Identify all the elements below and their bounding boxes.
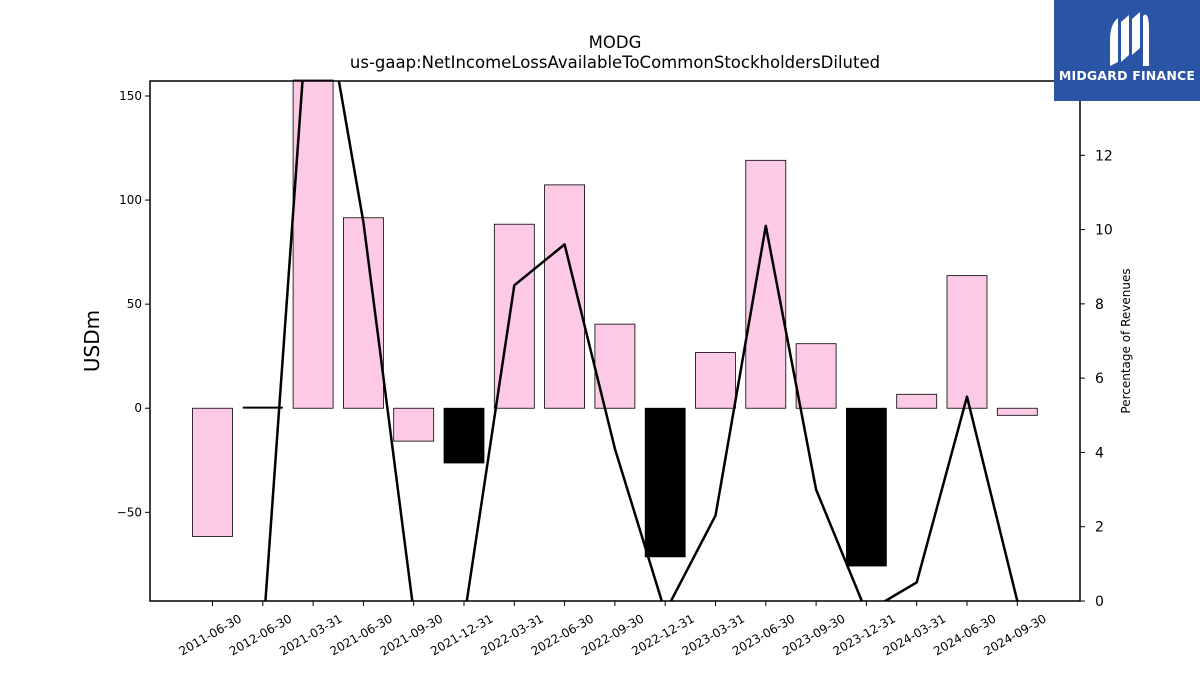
bar [946, 275, 988, 409]
y-tick-label: 50 [127, 297, 142, 311]
y-tick-label: 100 [119, 193, 142, 207]
y-axis-label: USDm [80, 310, 104, 372]
bar [795, 343, 837, 409]
y2-tick-label: 0 [1095, 594, 1104, 610]
bar [342, 217, 384, 409]
bars [192, 79, 1038, 567]
midgard-finance-logo: MIDGARD FINANCE [1054, 0, 1200, 101]
logo-text: MIDGARD FINANCE [1058, 68, 1196, 83]
chart-subtitle: us-gaap:NetIncomeLossAvailableToCommonSt… [350, 53, 880, 72]
y-tick-label: 0 [134, 401, 142, 415]
y-tick-label: 150 [119, 89, 142, 103]
y2-axis-label: Percentage of Revenues [1119, 268, 1133, 413]
y2-tick-label: 4 [1095, 445, 1104, 461]
y-tick-label: −50 [117, 505, 142, 519]
plot-frame [149, 80, 1081, 602]
bar [393, 407, 435, 442]
percentage-line [264, 81, 1019, 601]
y2-tick-label: 8 [1095, 297, 1104, 313]
bar [695, 352, 736, 409]
y2-tick-label: 2 [1095, 520, 1104, 536]
bar [996, 407, 1038, 416]
bar [192, 407, 233, 537]
logo-mark-icon [1110, 12, 1149, 66]
bar [745, 159, 787, 409]
y2-tick-label: 6 [1095, 371, 1104, 387]
y-axis: 150 100 50 0 −50 [117, 89, 150, 519]
bar [443, 407, 485, 464]
x-axis: 2011-06-302012-06-302021-03-312021-06-30… [177, 601, 1049, 658]
y2-tick-label: 10 [1095, 223, 1113, 239]
bar [896, 393, 938, 409]
chart-title: MODG [589, 33, 642, 52]
y2-tick-label: 12 [1095, 148, 1113, 164]
y2-axis: 12 10 8 6 4 2 0 [1080, 148, 1113, 610]
bar [644, 407, 686, 558]
bar [846, 407, 887, 567]
